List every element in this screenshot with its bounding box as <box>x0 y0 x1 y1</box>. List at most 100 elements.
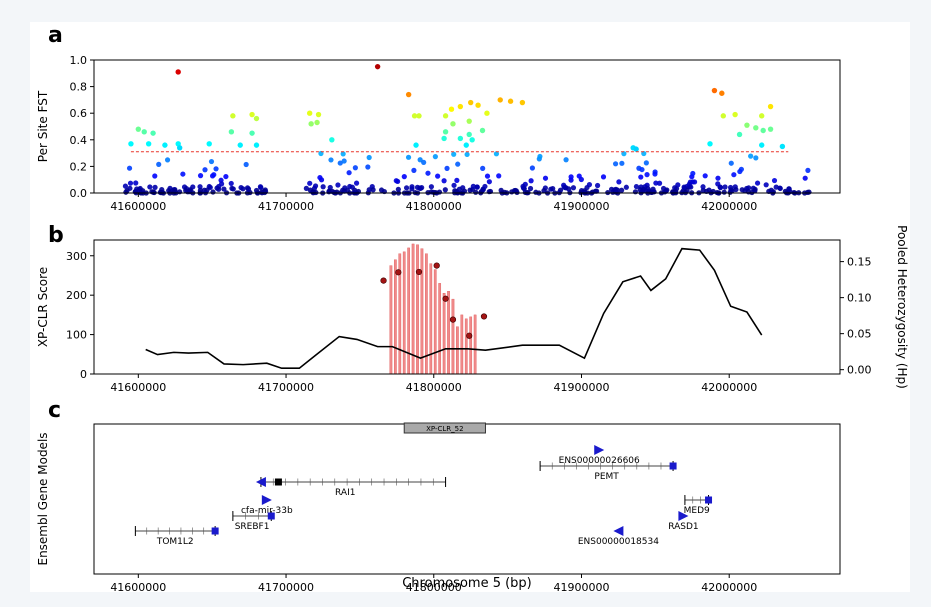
gene-end-marker <box>267 512 275 520</box>
fst-point <box>127 180 134 186</box>
fst-point <box>403 185 410 191</box>
xpclr-bar <box>429 263 433 375</box>
fst-point <box>218 181 225 187</box>
chart-canvas: a b c 0.0 0.2 0.4 0.6 0.8 1.0 41600000 4170000… <box>36 23 909 592</box>
fst-point <box>213 166 219 172</box>
xpclr-peak-point <box>480 313 488 320</box>
fst-point <box>507 98 514 104</box>
fst-point <box>249 111 255 118</box>
fst-point <box>314 119 320 126</box>
fst-point <box>688 184 694 190</box>
fst-point <box>469 137 475 143</box>
fst-point <box>527 185 534 192</box>
fst-point <box>768 187 774 193</box>
fst-point <box>353 180 360 186</box>
y-tick-label: 100 <box>66 329 87 342</box>
x-tick-label: 41800000 <box>406 200 462 213</box>
fst-point <box>690 170 696 177</box>
gene-model-cfa-mir-33b: cfa-mir-33b <box>241 506 293 516</box>
x-tick-label: 41600000 <box>110 381 166 394</box>
fst-point <box>690 179 696 185</box>
xpclr-bar <box>456 326 459 375</box>
xpclr-region-box: XP-CLR_52 <box>403 422 486 434</box>
fst-point <box>479 127 486 134</box>
fst-point <box>230 113 236 119</box>
fst-point <box>493 151 500 157</box>
gene-strand-arrow <box>261 495 272 505</box>
fst-point <box>253 142 260 148</box>
gene-model-rasd1: RASD1 <box>668 522 698 532</box>
gene-end-marker <box>274 478 282 486</box>
fst-point <box>746 185 752 191</box>
xpclr-bar <box>451 298 455 375</box>
gene-label: cfa-mir-33b <box>241 506 293 516</box>
fst-point <box>568 174 574 180</box>
fst-point <box>700 184 706 190</box>
fst-point <box>401 174 407 180</box>
fst-point <box>474 184 480 190</box>
fst-point <box>425 170 431 176</box>
fst-point <box>720 113 726 119</box>
fst-point <box>306 110 313 116</box>
fst-point <box>731 172 737 178</box>
fst-point <box>208 158 215 165</box>
gene-axes-frame <box>93 423 841 575</box>
region-box-rect <box>403 422 486 434</box>
fst-point <box>152 184 158 190</box>
fst-point <box>456 186 463 192</box>
fst-point <box>745 189 752 195</box>
fst-point <box>754 180 761 186</box>
x-tick-label: 42000000 <box>701 581 757 592</box>
x-tick-label: 42000000 <box>701 200 757 213</box>
heterozygosity-y-axis: 0.00 0.05 0.10 0.15 <box>840 256 872 377</box>
fst-point <box>206 141 212 147</box>
fst-point <box>177 189 183 195</box>
fst-point <box>366 154 372 161</box>
fst-point <box>238 184 244 191</box>
fst-point <box>393 178 399 184</box>
fst-point <box>542 175 549 181</box>
fst-point <box>486 179 492 185</box>
x-tick-label: 42000000 <box>701 381 757 394</box>
panel-label-b: b <box>48 223 64 248</box>
fst-point <box>176 145 183 151</box>
xpclr-peak-point <box>395 269 402 276</box>
fst-point <box>450 121 456 127</box>
y-tick-label: 0.4 <box>70 134 88 147</box>
fst-point <box>759 142 765 148</box>
y2-tick-label: 0.00 <box>847 364 872 377</box>
fst-y-label: Per Site FST <box>36 90 50 162</box>
y-tick-label: 0.8 <box>70 81 88 94</box>
x-tick-label: 41800000 <box>406 381 462 394</box>
fst-point <box>511 188 518 194</box>
fst-point <box>529 165 535 171</box>
fst-point <box>621 151 627 157</box>
fst-point <box>312 183 319 189</box>
fst-point <box>633 146 639 152</box>
fst-point <box>335 182 341 188</box>
fst-point <box>737 168 743 175</box>
xpclr-bar <box>473 314 477 375</box>
fst-point <box>670 189 676 195</box>
fst-point <box>308 121 314 127</box>
xpclr-panel: 0 100 200 300 0.00 0.05 0.10 0.15 41600000 4170… <box>36 225 909 394</box>
fst-point <box>147 184 153 190</box>
fst-point <box>653 180 659 186</box>
fst-point <box>594 182 601 189</box>
fst-point <box>175 69 181 75</box>
fst-point <box>228 180 234 187</box>
fst-point <box>763 182 769 188</box>
fst-point <box>123 189 129 195</box>
fst-point <box>416 113 422 119</box>
fst-point <box>496 173 502 179</box>
fst-point <box>417 157 423 163</box>
fst-point <box>645 186 651 192</box>
fst-point <box>378 187 385 193</box>
fst-point <box>441 178 447 184</box>
gene-label: RASD1 <box>668 522 698 532</box>
fst-point <box>370 187 376 193</box>
x-tick-label: 41900000 <box>553 381 609 394</box>
fst-point <box>346 170 352 176</box>
xpclr-y-axis: 0 100 200 300 <box>66 250 94 381</box>
xpclr-peak-point <box>449 316 457 323</box>
